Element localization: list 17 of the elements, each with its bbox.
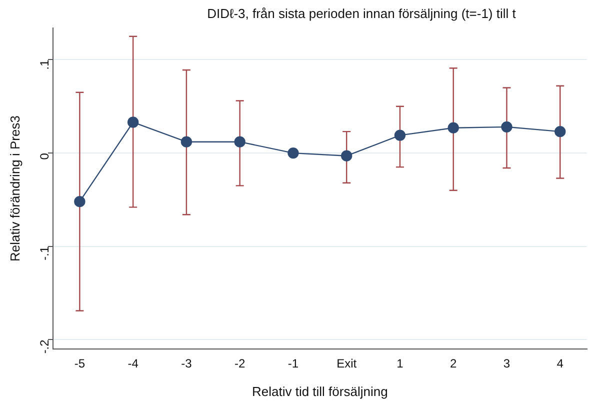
x-tick-label: -2 bbox=[234, 356, 246, 371]
x-tick-label: 3 bbox=[503, 356, 510, 371]
chart-title: DIDℓ-3, från sista perioden innan försäljning (t=-1) till t bbox=[206, 6, 517, 21]
x-tick-label: 4 bbox=[556, 356, 564, 371]
x-tick-label: -1 bbox=[288, 356, 299, 371]
x-tick-label: -5 bbox=[74, 356, 86, 371]
y-axis-title: Relativ förändring i Pres3 bbox=[7, 116, 22, 262]
y-tick-label: 0 bbox=[37, 152, 52, 160]
y-tick-label: -.2 bbox=[37, 339, 52, 354]
x-tick-label: Exit bbox=[336, 356, 358, 371]
x-tick-label: -4 bbox=[128, 356, 139, 371]
y-tick-label: .1 bbox=[37, 59, 52, 70]
y-tick-label: -.1 bbox=[37, 246, 52, 260]
x-axis-title: Relativ tid till försäljning bbox=[252, 384, 388, 399]
x-tick-label: -3 bbox=[181, 356, 192, 371]
x-tick-label: 2 bbox=[450, 356, 458, 371]
x-tick-label: 1 bbox=[396, 356, 404, 371]
